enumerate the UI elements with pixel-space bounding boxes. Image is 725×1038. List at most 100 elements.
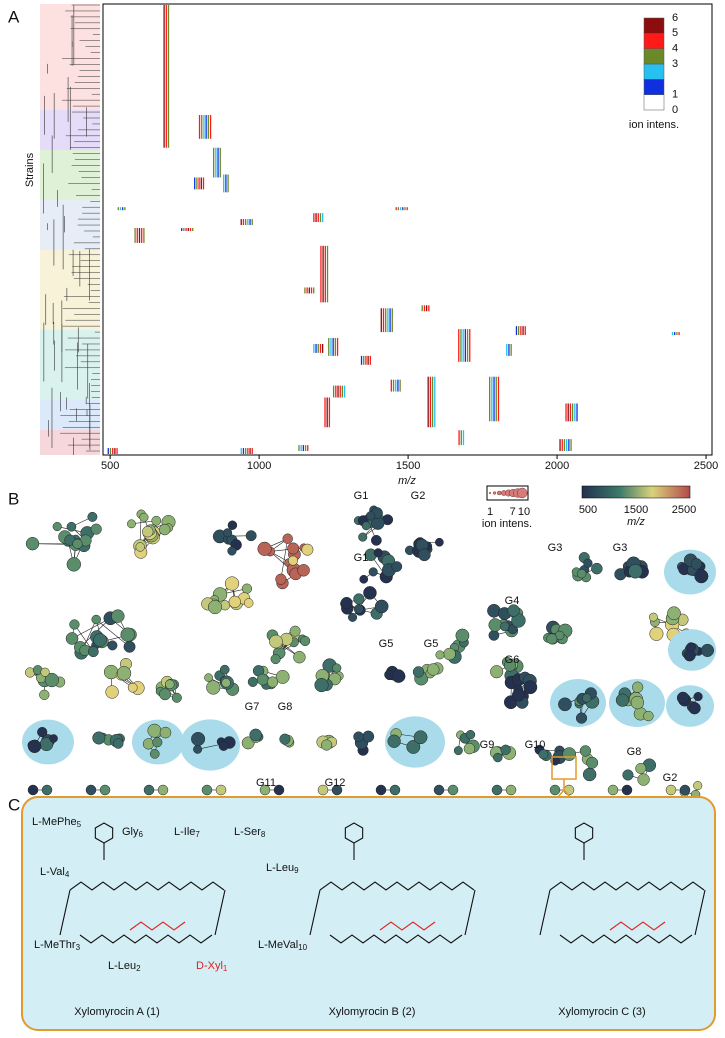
- node: [221, 678, 231, 688]
- node: [632, 681, 644, 693]
- node: [575, 712, 588, 724]
- node: [418, 548, 431, 562]
- colorbar-label: 0: [672, 104, 678, 116]
- edge: [74, 624, 94, 652]
- x-tick-label: 1000: [247, 460, 271, 472]
- color-legend-title: m/z: [627, 516, 645, 528]
- feature-streak: [423, 305, 426, 312]
- x-tick-label: 2500: [694, 460, 718, 472]
- node: [37, 726, 48, 738]
- feature-streak: [165, 5, 167, 148]
- node: [582, 767, 597, 782]
- node: [493, 752, 503, 763]
- feature-streak: [320, 245, 322, 303]
- feature-streak: [380, 308, 382, 333]
- node: [314, 678, 329, 693]
- feature-streak: [324, 397, 326, 428]
- feature-streak: [491, 376, 493, 422]
- node: [135, 542, 145, 552]
- group-label: G10: [525, 739, 546, 751]
- feature-streak: [300, 445, 302, 452]
- feature-streak: [202, 177, 205, 190]
- group-label: G1: [354, 490, 369, 502]
- feature-streak: [576, 403, 578, 422]
- node: [643, 710, 654, 722]
- colorbar-label: 3: [672, 58, 678, 70]
- feature-streak: [469, 329, 471, 362]
- feature-streak: [317, 343, 319, 353]
- node: [503, 659, 516, 672]
- residue-name: L-Ser: [234, 826, 261, 838]
- node: [85, 784, 97, 796]
- residue-name: L-Val: [40, 866, 65, 878]
- feature-streak: [119, 207, 122, 211]
- feature-streak: [317, 213, 319, 223]
- node: [159, 726, 172, 739]
- node: [488, 629, 500, 641]
- colorbar-segment: [643, 33, 665, 49]
- clade-band: [40, 330, 100, 400]
- residue-index: 1: [223, 964, 228, 973]
- node: [218, 740, 229, 751]
- feature-streak: [462, 430, 465, 446]
- node: [665, 784, 677, 796]
- node: [586, 756, 599, 769]
- feature-streak: [510, 343, 512, 356]
- node: [245, 530, 257, 542]
- node: [368, 567, 378, 577]
- node: [241, 736, 255, 750]
- node: [365, 511, 376, 521]
- feature-streak: [389, 308, 391, 333]
- feature-streak: [247, 219, 249, 226]
- node: [373, 548, 383, 558]
- residue-label: L-MePhe5: [32, 816, 82, 829]
- bond: [549, 881, 705, 891]
- node: [667, 606, 681, 621]
- residue-index: 4: [65, 870, 70, 879]
- node: [507, 604, 520, 617]
- residue-name: L-MePhe: [32, 816, 77, 828]
- feature-streak: [143, 228, 145, 243]
- feature-streak: [181, 228, 183, 231]
- node: [257, 541, 272, 556]
- node: [389, 784, 401, 796]
- node: [273, 784, 285, 796]
- feature-streak: [336, 338, 339, 356]
- group-label: G3: [548, 542, 563, 554]
- node: [340, 596, 353, 609]
- node: [103, 664, 119, 680]
- feature-streak: [489, 376, 491, 422]
- node: [93, 633, 107, 647]
- feature-streak: [520, 326, 522, 336]
- node: [143, 784, 155, 796]
- feature-streak: [203, 115, 205, 139]
- x-axis-label: m/z: [398, 475, 416, 487]
- node: [435, 537, 444, 547]
- residue-index: 8: [261, 830, 266, 839]
- feature-streak: [109, 448, 112, 454]
- group-label: G5: [379, 638, 394, 650]
- feature-streak: [397, 207, 400, 211]
- y-axis-label: Strains: [24, 152, 36, 187]
- node: [453, 746, 463, 756]
- node: [139, 512, 149, 522]
- panel-b: B G1 G2 G3 G3 G1 G4 G5 G5 G6 G7 G8 G9 G10 G8 G2 G11 G12 1…: [8, 485, 716, 800]
- feature-streak: [387, 308, 389, 333]
- residue-label: L-Ser8: [234, 826, 266, 839]
- node: [201, 784, 213, 796]
- feature-streak: [518, 326, 520, 336]
- feature-streak: [242, 448, 245, 454]
- feature-streak: [185, 228, 187, 231]
- node: [120, 627, 135, 642]
- residue-name: L-Leu: [266, 862, 294, 874]
- feature-streak: [136, 228, 138, 243]
- node: [562, 747, 577, 761]
- group-label: G8: [278, 701, 293, 713]
- node: [579, 745, 592, 757]
- node: [256, 673, 269, 686]
- node: [317, 784, 329, 796]
- feature-streak: [493, 376, 495, 422]
- networks: [22, 505, 716, 800]
